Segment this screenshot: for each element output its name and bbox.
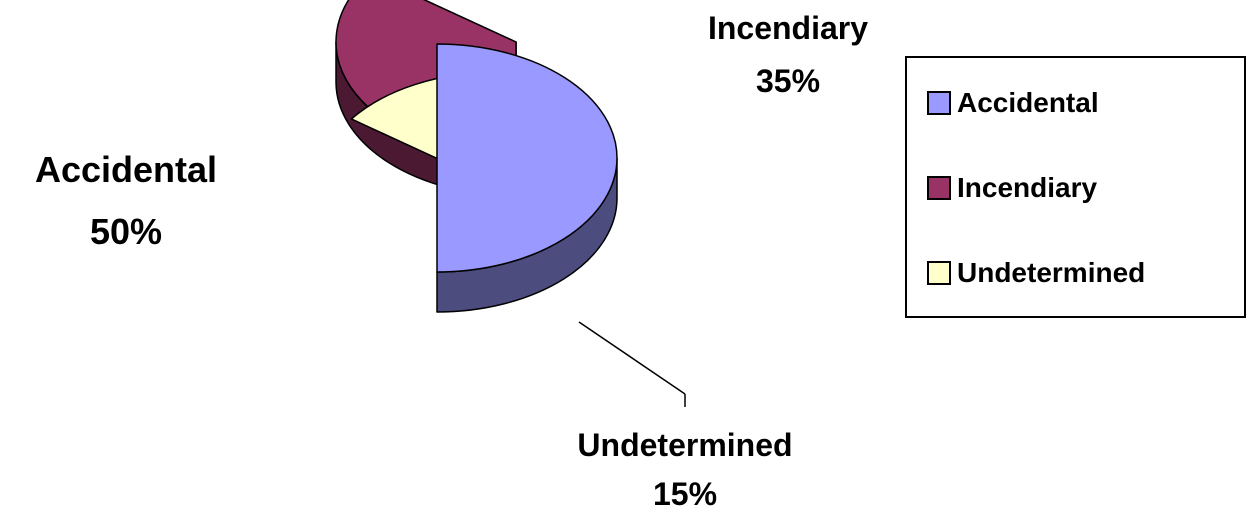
legend-item-undetermined: Undetermined [927,256,1145,290]
slice-label-accidental-percent: 50% [90,211,162,252]
slice-label-accidental-name: Accidental [35,149,217,190]
legend-label-accidental: Accidental [957,87,1099,118]
legend-swatch-accidental [927,91,951,115]
legend-item-incendiary: Incendiary [927,171,1097,205]
legend-label-undetermined: Undetermined [957,257,1146,288]
legend-label-incendiary: Incendiary [957,172,1098,203]
legend-swatch-undetermined [927,261,951,285]
legend-item-accidental: Accidental [927,86,1099,120]
slice-label-undetermined-percent: 15% [653,476,717,510]
pie-slices [335,0,618,313]
slice-label-incendiary-name: Incendiary [708,10,868,46]
chart-legend: Accidental Incendiary Undetermined [905,56,1246,318]
undetermined-leader-line [578,321,686,395]
legend-swatch-incendiary [927,176,951,200]
slice-accidental [436,43,618,273]
slice-label-incendiary-percent: 35% [756,63,820,99]
slice-label-undetermined-name: Undetermined [577,427,792,463]
